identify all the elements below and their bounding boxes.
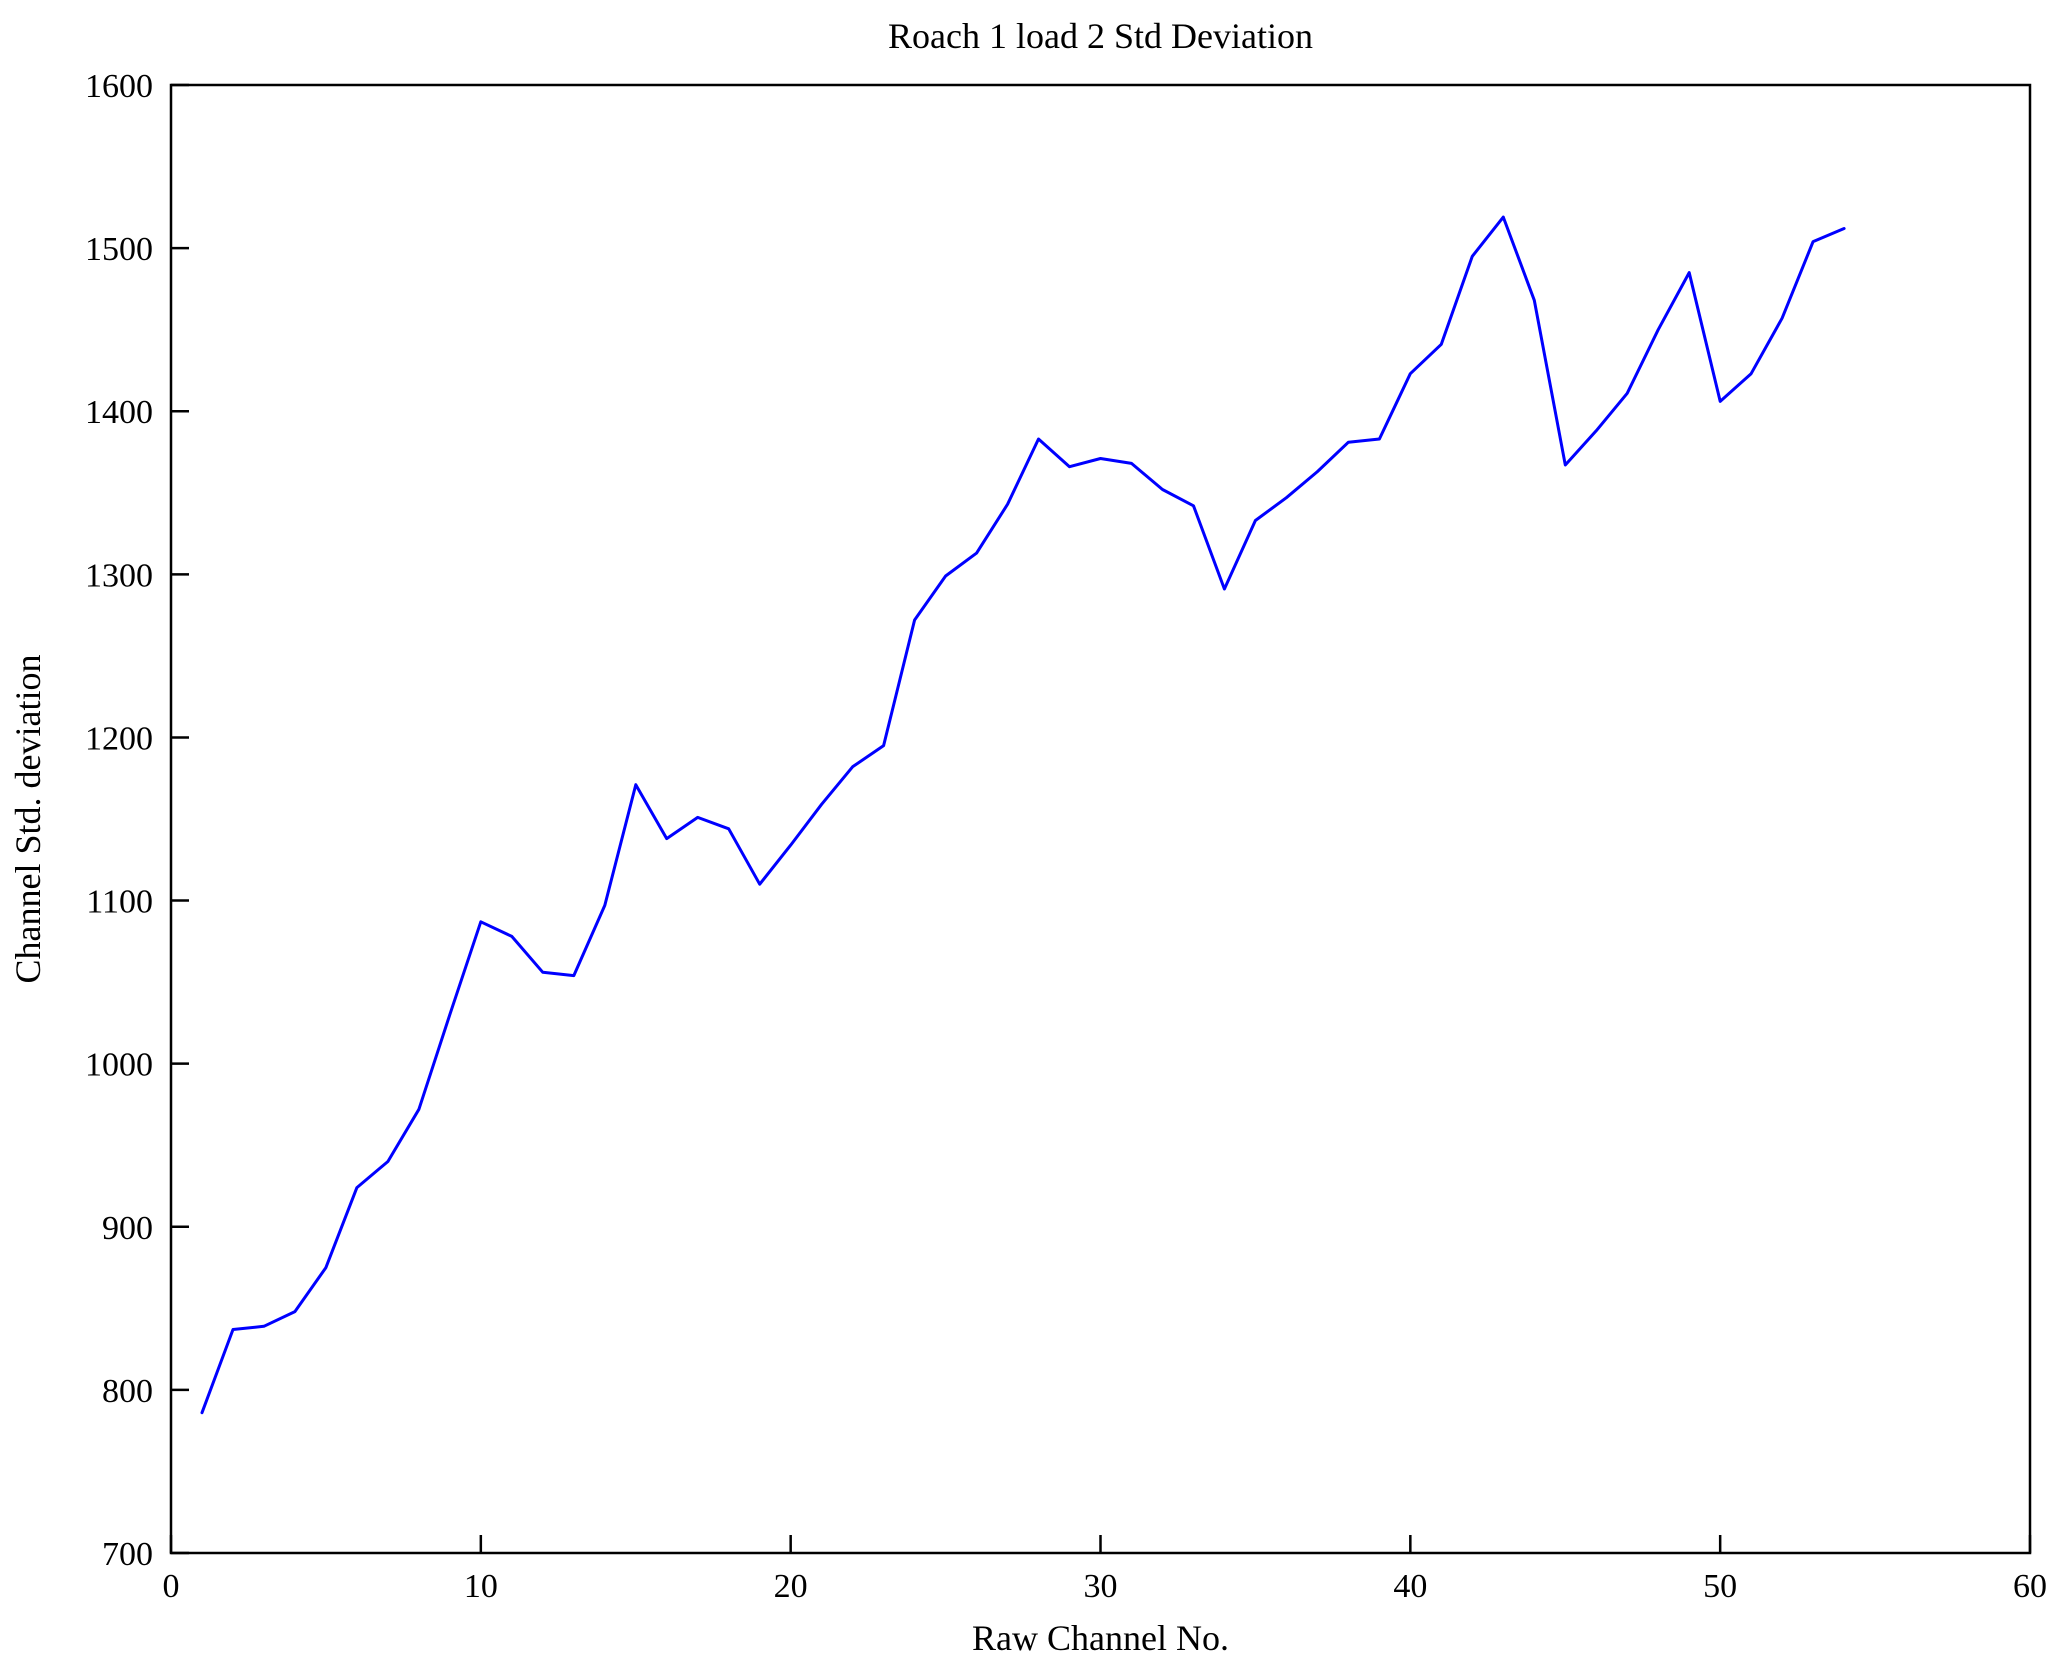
plot-border (169, 83, 2032, 1555)
y-tick-label: 1500 (85, 231, 153, 268)
y-tick-label: 1200 (85, 720, 153, 757)
y-tick-label: 1600 (85, 68, 153, 105)
x-axis-ticks (169, 1535, 2032, 1553)
y-tick-label: 1400 (85, 394, 153, 431)
y-tick-label: 1300 (85, 557, 153, 594)
y-tick-label: 800 (102, 1373, 153, 1410)
x-axis-label: Raw Channel No. (972, 1618, 1229, 1658)
x-tick-label: 20 (774, 1568, 808, 1605)
y-axis-label: Channel Std. deviation (8, 655, 48, 984)
x-tick-label: 40 (1393, 1568, 1427, 1605)
y-tick-label: 1100 (86, 884, 153, 921)
x-tick-label: 30 (1084, 1568, 1118, 1605)
x-tick-label: 10 (464, 1568, 498, 1605)
y-axis-ticks (171, 83, 189, 1555)
data-series-line (200, 215, 1846, 1415)
x-axis-tick-labels: 0 10 20 30 40 50 60 (163, 1568, 2048, 1605)
y-tick-label: 700 (102, 1536, 153, 1573)
x-tick-label: 0 (163, 1568, 180, 1605)
x-tick-label: 60 (2013, 1568, 2047, 1605)
y-axis-tick-labels: 700 800 900 1000 1100 1200 1300 1400 1500 1600 (85, 68, 153, 1573)
y-tick-label: 1000 (85, 1047, 153, 1084)
chart-title: Roach 1 load 2 Std Deviation (888, 16, 1313, 56)
x-tick-label: 50 (1703, 1568, 1737, 1605)
y-tick-label: 900 (102, 1210, 153, 1247)
